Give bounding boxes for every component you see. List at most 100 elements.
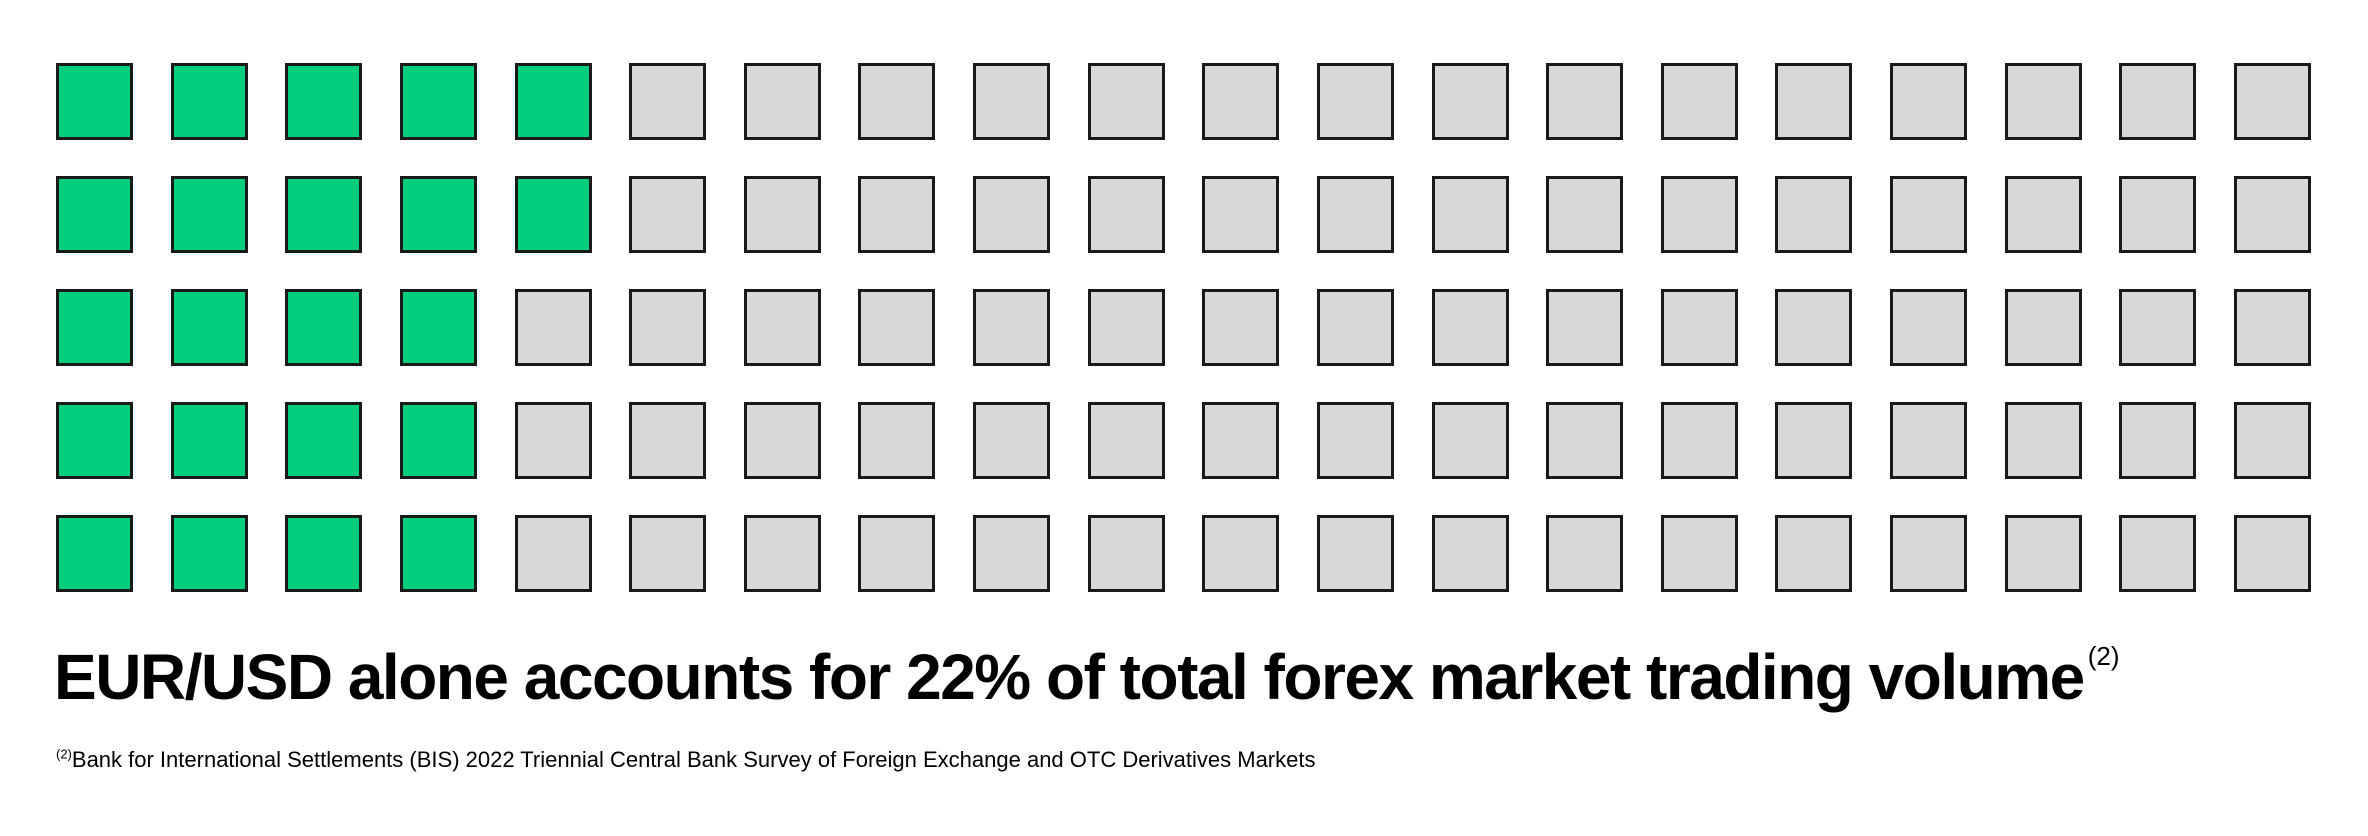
waffle-cell-empty (858, 515, 936, 592)
waffle-cell-empty (629, 63, 707, 140)
waffle-cell-empty (2233, 402, 2311, 479)
waffle-cell-empty (2119, 289, 2197, 366)
waffle-cell-empty (1546, 63, 1624, 140)
waffle-cell-filled (399, 402, 477, 479)
waffle-cell-empty (1546, 289, 1624, 366)
waffle-cell-empty (858, 63, 936, 140)
waffle-cell-empty (1546, 176, 1624, 253)
waffle-cell-filled (170, 402, 248, 479)
waffle-cell-filled (56, 515, 133, 592)
waffle-cell-empty (1431, 515, 1509, 592)
waffle-cell-empty (1316, 515, 1394, 592)
waffle-cell-empty (743, 289, 821, 366)
waffle-cell-empty (2004, 515, 2082, 592)
waffle-cell-empty (973, 402, 1050, 479)
waffle-cell-empty (1087, 289, 1165, 366)
waffle-cell-empty (2004, 176, 2082, 253)
waffle-cell-empty (1546, 402, 1624, 479)
waffle-cell-empty (2004, 289, 2082, 366)
footnote-text: Bank for International Settlements (BIS)… (71, 747, 1316, 772)
waffle-cell-empty (1087, 176, 1165, 253)
waffle-cell-empty (973, 63, 1050, 140)
waffle-cell-empty (1660, 402, 1738, 479)
waffle-cell-empty (2004, 63, 2082, 140)
waffle-cell-empty (1431, 176, 1509, 253)
waffle-cell-empty (514, 515, 592, 592)
waffle-cell-empty (1316, 289, 1394, 366)
waffle-cell-empty (973, 176, 1050, 253)
waffle-cell-filled (285, 289, 363, 366)
waffle-cell-empty (1890, 402, 1967, 479)
waffle-cell-empty (1087, 515, 1165, 592)
waffle-cell-empty (1431, 289, 1509, 366)
waffle-cell-filled (170, 176, 248, 253)
waffle-cell-empty (629, 289, 707, 366)
waffle-cell-filled (285, 176, 363, 253)
waffle-cell-empty (1202, 402, 1280, 479)
waffle-cell-empty (1316, 176, 1394, 253)
chart-title: EUR/USD alone accounts for 22% of total … (54, 641, 2120, 722)
waffle-cell-empty (1202, 515, 1280, 592)
waffle-cell-empty (1431, 402, 1509, 479)
waffle-cell-filled (399, 63, 477, 140)
waffle-cell-empty (1431, 63, 1509, 140)
waffle-cell-empty (514, 402, 592, 479)
waffle-cell-filled (56, 176, 133, 253)
waffle-cell-empty (858, 289, 936, 366)
waffle-cell-empty (858, 402, 936, 479)
waffle-cell-empty (1890, 289, 1967, 366)
waffle-cell-filled (399, 515, 477, 592)
waffle-cell-empty (1775, 402, 1853, 479)
waffle-cell-empty (1087, 63, 1165, 140)
waffle-cell-empty (2233, 63, 2311, 140)
waffle-cell-empty (2233, 515, 2311, 592)
footnote: (2)Bank for International Settlements (B… (56, 746, 1315, 774)
waffle-cell-empty (629, 515, 707, 592)
waffle-cell-empty (973, 515, 1050, 592)
waffle-cell-filled (170, 63, 248, 140)
waffle-cell-filled (514, 176, 592, 253)
waffle-cell-empty (1660, 289, 1738, 366)
waffle-cell-empty (1202, 176, 1280, 253)
waffle-cell-empty (1316, 402, 1394, 479)
waffle-cell-empty (1890, 515, 1967, 592)
waffle-cell-filled (56, 402, 133, 479)
waffle-cell-empty (2233, 289, 2311, 366)
waffle-cell-empty (1775, 289, 1853, 366)
waffle-cell-empty (629, 402, 707, 479)
waffle-cell-empty (1890, 63, 1967, 140)
footnote-marker: (2) (56, 746, 72, 762)
waffle-cell-filled (514, 63, 592, 140)
waffle-cell-empty (514, 289, 592, 366)
waffle-cell-empty (1660, 176, 1738, 253)
waffle-cell-empty (2119, 402, 2197, 479)
waffle-cell-empty (973, 289, 1050, 366)
waffle-cell-empty (1660, 63, 1738, 140)
waffle-cell-filled (170, 289, 248, 366)
waffle-cell-empty (1660, 515, 1738, 592)
waffle-cell-empty (743, 402, 821, 479)
waffle-cell-empty (858, 176, 936, 253)
waffle-cell-empty (1202, 289, 1280, 366)
waffle-cell-empty (2233, 176, 2311, 253)
waffle-cell-empty (2119, 176, 2197, 253)
waffle-cell-filled (56, 289, 133, 366)
waffle-cell-empty (1546, 515, 1624, 592)
waffle-cell-empty (2004, 402, 2082, 479)
waffle-cell-empty (1202, 63, 1280, 140)
waffle-cell-filled (285, 63, 363, 140)
waffle-cell-empty (743, 63, 821, 140)
waffle-cell-filled (285, 402, 363, 479)
waffle-cell-filled (399, 176, 477, 253)
waffle-cell-empty (1316, 63, 1394, 140)
waffle-cell-empty (2119, 63, 2197, 140)
waffle-cell-empty (743, 176, 821, 253)
waffle-cell-empty (743, 515, 821, 592)
waffle-cell-filled (399, 289, 477, 366)
waffle-cell-empty (1775, 515, 1853, 592)
waffle-cell-empty (2119, 515, 2197, 592)
waffle-cell-filled (56, 63, 133, 140)
waffle-cell-empty (1775, 176, 1853, 253)
waffle-cell-empty (1775, 63, 1853, 140)
